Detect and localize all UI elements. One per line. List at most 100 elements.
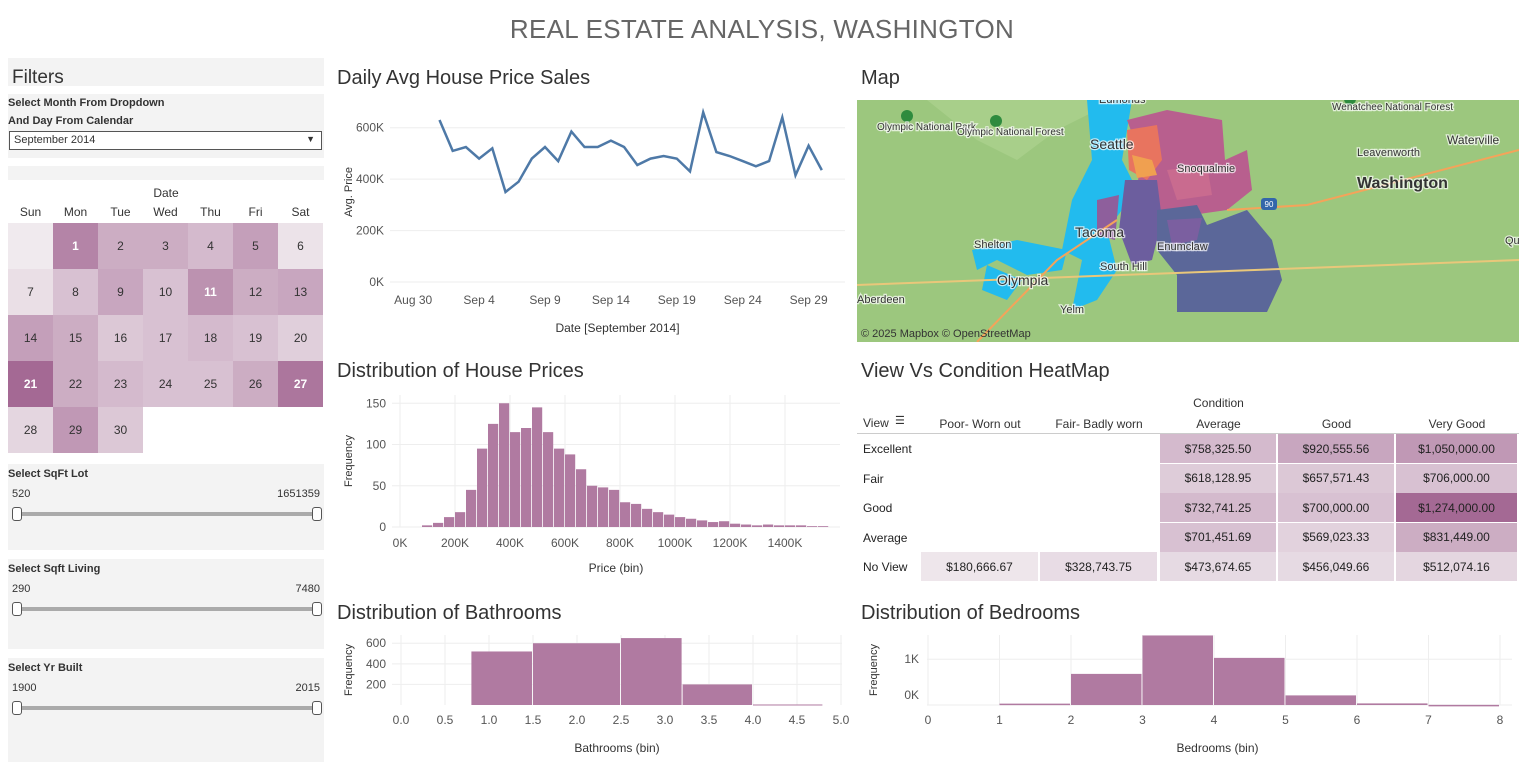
slider-track[interactable]	[14, 706, 318, 710]
heatmap-cell[interactable]: $473,674.65	[1160, 552, 1276, 582]
calendar-day[interactable]: 30	[98, 407, 143, 453]
slider-max-handle[interactable]	[312, 701, 322, 715]
heatmap-cell[interactable]: $706,000.00	[1396, 463, 1517, 493]
heatmap-cell[interactable]: $618,128.95	[1160, 463, 1276, 493]
calendar-day[interactable]: 18	[188, 315, 233, 361]
hist-bar[interactable]	[488, 423, 499, 527]
calendar-day[interactable]: 5	[233, 223, 278, 269]
hist-bar[interactable]	[752, 525, 763, 527]
slider-min-handle[interactable]	[12, 507, 22, 521]
hist-bar[interactable]	[653, 512, 664, 527]
hist-bar[interactable]	[682, 684, 752, 705]
heatmap-cell[interactable]: $732,741.25	[1160, 493, 1276, 523]
slider-max-handle[interactable]	[312, 602, 322, 616]
heatmap-cell[interactable]: $758,325.50	[1160, 434, 1276, 463]
calendar-day[interactable]: 28	[8, 407, 53, 453]
hist-bar[interactable]	[587, 485, 598, 527]
calendar-day[interactable]: 21	[8, 361, 53, 407]
heatmap-cell[interactable]: $569,023.33	[1278, 522, 1394, 552]
calendar-day[interactable]: 11	[188, 269, 233, 315]
heatmap-cell[interactable]: $700,000.00	[1278, 493, 1394, 523]
hist-bar[interactable]	[818, 526, 829, 527]
hist-bar[interactable]	[1428, 704, 1500, 707]
hist-bar[interactable]	[1357, 703, 1428, 705]
calendar-day[interactable]: 13	[278, 269, 323, 315]
hist-bar[interactable]	[1214, 657, 1285, 705]
slider-min-handle[interactable]	[12, 602, 22, 616]
heatmap-cell[interactable]: $831,449.00	[1396, 522, 1517, 552]
hist-bar[interactable]	[521, 428, 532, 527]
hist-bar[interactable]	[510, 432, 521, 527]
month-dropdown[interactable]: September 2014 ▼	[9, 131, 322, 150]
hist-bar[interactable]	[1285, 695, 1357, 705]
hist-bar[interactable]	[576, 469, 587, 527]
hist-bar[interactable]	[741, 524, 752, 527]
heatmap-cell[interactable]: $920,555.56	[1278, 434, 1394, 463]
hist-bar[interactable]	[533, 643, 620, 705]
hist-bar[interactable]	[620, 502, 631, 527]
hist-bar[interactable]	[565, 454, 576, 527]
hist-bar[interactable]	[686, 518, 697, 527]
hist-bar[interactable]	[543, 432, 554, 527]
hist-bar[interactable]	[621, 638, 682, 705]
hist-bar[interactable]	[642, 508, 653, 527]
calendar-day[interactable]: 7	[8, 269, 53, 315]
heatmap-cell[interactable]: $328,743.75	[1040, 552, 1157, 582]
heatmap-cell[interactable]: $657,571.43	[1278, 463, 1394, 493]
hist-bar[interactable]	[499, 403, 510, 527]
hist-bar[interactable]	[554, 448, 565, 527]
calendar-day[interactable]: 6	[278, 223, 323, 269]
hist-bar[interactable]	[1071, 673, 1142, 705]
hist-bar[interactable]	[455, 512, 466, 527]
hist-bar[interactable]	[719, 521, 730, 527]
slider-min-handle[interactable]	[12, 701, 22, 715]
hist-bar[interactable]	[466, 489, 477, 527]
calendar-day[interactable]: 19	[233, 315, 278, 361]
hist-bar[interactable]	[708, 522, 719, 527]
calendar-day[interactable]: 15	[53, 315, 98, 361]
slider-max-handle[interactable]	[312, 507, 322, 521]
hist-bar[interactable]	[774, 525, 785, 527]
hist-bar[interactable]	[697, 520, 708, 527]
slider-track[interactable]	[14, 607, 318, 611]
heatmap-cell[interactable]: $1,274,000.00	[1396, 493, 1517, 523]
hist-bar[interactable]	[477, 448, 488, 527]
heatmap-cell[interactable]: $456,049.66	[1278, 552, 1394, 582]
hist-bar[interactable]	[796, 525, 807, 527]
series-line[interactable]	[438, 107, 823, 195]
calendar-day[interactable]: 29	[53, 407, 98, 453]
calendar-day[interactable]: 17	[143, 315, 188, 361]
hist-bar[interactable]	[631, 503, 642, 527]
calendar-day[interactable]: 16	[98, 315, 143, 361]
hist-bar[interactable]	[763, 524, 774, 527]
calendar-day[interactable]: 23	[98, 361, 143, 407]
hist-bar[interactable]	[422, 525, 433, 527]
hist-bar[interactable]	[598, 487, 609, 527]
calendar-day[interactable]: 3	[143, 223, 188, 269]
hist-bar[interactable]	[753, 704, 823, 706]
heatmap-cell[interactable]: $180,666.67	[921, 552, 1038, 582]
calendar-day[interactable]: 1	[53, 223, 98, 269]
hist-bar[interactable]	[664, 514, 675, 527]
hist-bar[interactable]	[609, 489, 620, 527]
hist-bar[interactable]	[444, 517, 455, 527]
hist-bar[interactable]	[433, 522, 444, 527]
hist-bar[interactable]	[471, 651, 532, 705]
calendar-day[interactable]: 22	[53, 361, 98, 407]
calendar-day[interactable]: 20	[278, 315, 323, 361]
hist-bar[interactable]	[807, 526, 818, 527]
hist-bar[interactable]	[785, 525, 796, 527]
calendar-day[interactable]: 2	[98, 223, 143, 269]
calendar-day[interactable]: 25	[188, 361, 233, 407]
hist-bar[interactable]	[532, 407, 543, 527]
calendar-day[interactable]: 4	[188, 223, 233, 269]
heatmap-cell[interactable]: $512,074.16	[1396, 552, 1517, 582]
hist-bar[interactable]	[675, 517, 686, 527]
calendar-day[interactable]: 27	[278, 361, 323, 407]
hist-bar[interactable]	[1142, 635, 1214, 705]
slider-track[interactable]	[14, 512, 318, 516]
calendar-day[interactable]: 8	[53, 269, 98, 315]
hist-bar[interactable]	[730, 523, 741, 527]
hist-bar[interactable]	[999, 703, 1071, 706]
